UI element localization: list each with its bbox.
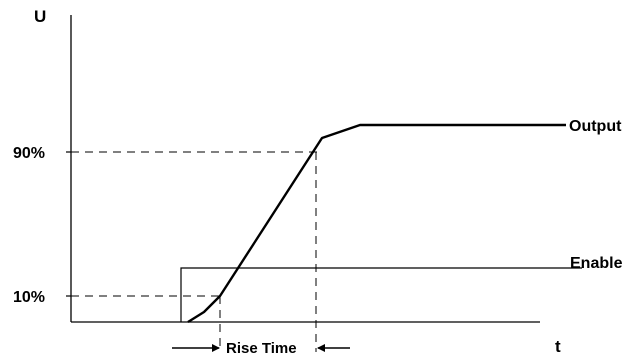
level-10-label: 10%	[13, 289, 45, 306]
enable-signal	[180, 267, 582, 322]
output-signal	[187, 123, 566, 324]
y-axis-label: U	[34, 7, 46, 26]
level-90-label: 90%	[13, 145, 45, 162]
enable-label: Enable	[570, 255, 623, 272]
output-label: Output	[569, 118, 622, 135]
rise-time-label: Rise Time	[226, 340, 297, 356]
x-axis-label: t	[555, 337, 561, 356]
